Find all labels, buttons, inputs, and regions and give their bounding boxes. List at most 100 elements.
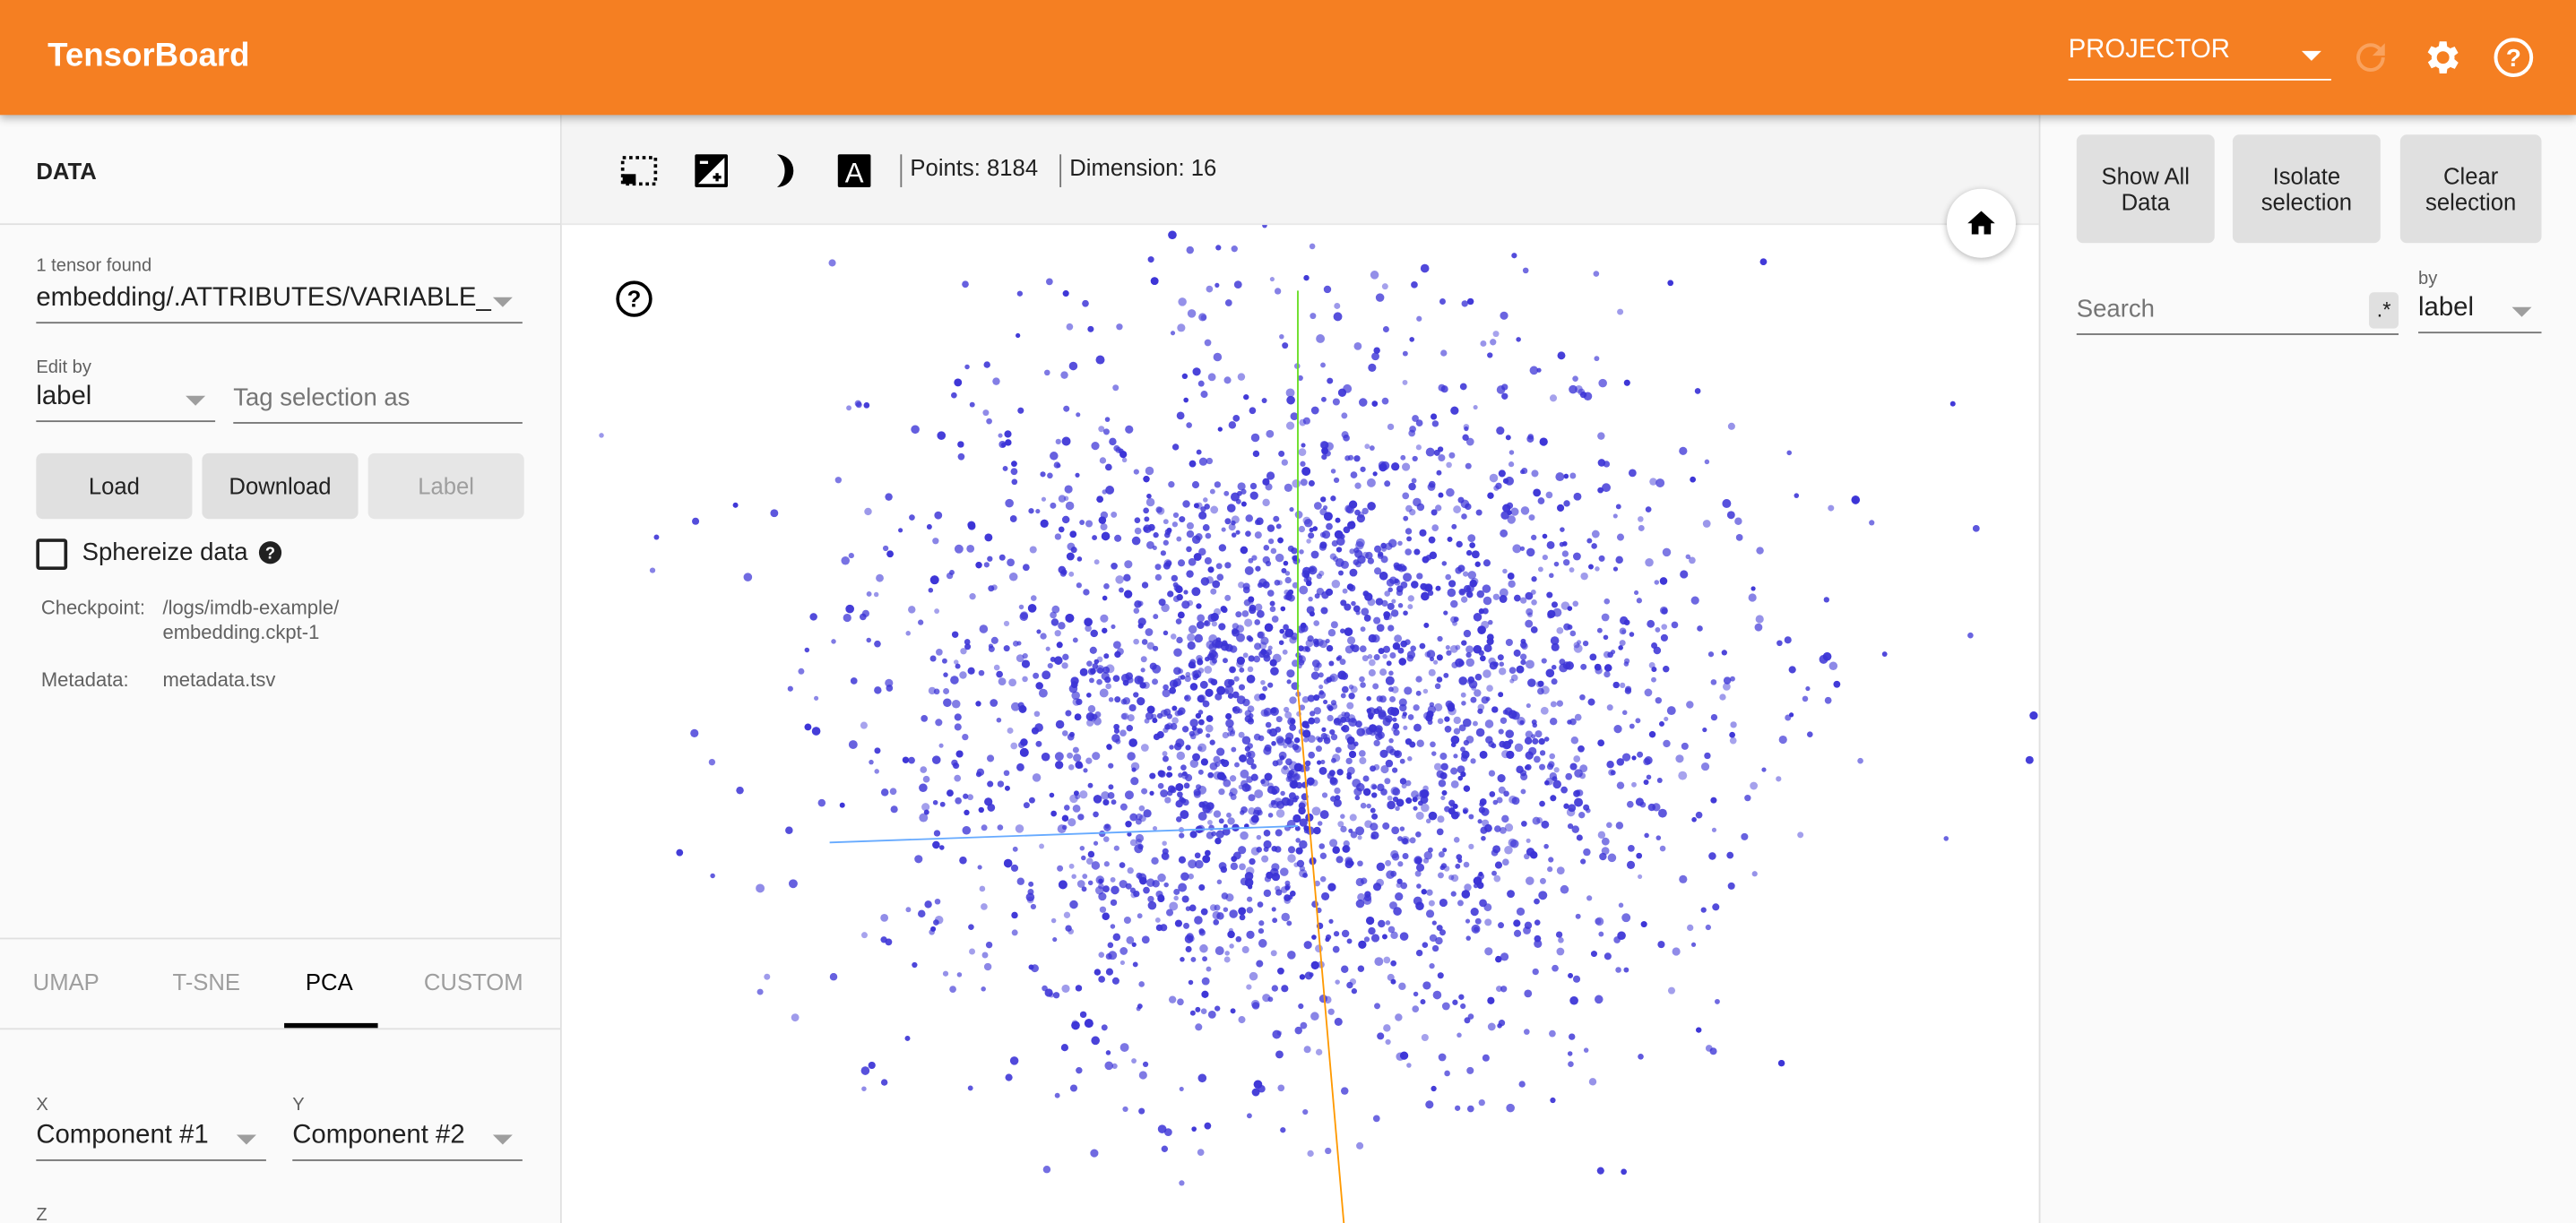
data-point[interactable] (1127, 714, 1135, 722)
data-point[interactable] (1286, 772, 1293, 779)
data-point[interactable] (1460, 754, 1468, 762)
data-point[interactable] (649, 567, 656, 573)
data-point[interactable] (1662, 547, 1672, 557)
data-point[interactable] (964, 643, 972, 650)
data-point[interactable] (1480, 655, 1486, 662)
data-point[interactable] (1730, 676, 1735, 682)
data-point[interactable] (1171, 574, 1179, 582)
data-point[interactable] (1123, 916, 1131, 925)
data-point[interactable] (1246, 675, 1256, 684)
data-point[interactable] (981, 824, 988, 831)
data-point[interactable] (1263, 840, 1272, 849)
data-point[interactable] (1470, 908, 1479, 917)
data-point[interactable] (1356, 514, 1365, 523)
data-point[interactable] (1468, 843, 1474, 849)
data-point[interactable] (1530, 590, 1536, 595)
data-point[interactable] (1271, 907, 1276, 912)
data-point[interactable] (1655, 626, 1661, 633)
data-point[interactable] (1250, 999, 1260, 1009)
data-point[interactable] (1229, 909, 1238, 918)
data-point[interactable] (1461, 300, 1468, 307)
data-point[interactable] (1085, 624, 1092, 633)
data-point[interactable] (1225, 719, 1234, 728)
data-point[interactable] (1175, 816, 1182, 823)
data-point[interactable] (1263, 829, 1271, 837)
data-point[interactable] (1215, 946, 1224, 956)
data-point[interactable] (1180, 872, 1189, 881)
data-point[interactable] (1279, 628, 1284, 634)
data-point[interactable] (1223, 823, 1228, 829)
tab-pca[interactable]: PCA (305, 969, 353, 995)
data-point[interactable] (1487, 492, 1494, 499)
data-point[interactable] (1113, 723, 1119, 730)
data-point[interactable] (1561, 550, 1569, 557)
data-point[interactable] (1191, 535, 1201, 545)
data-point[interactable] (1453, 716, 1461, 725)
data-point[interactable] (1155, 924, 1163, 932)
data-point[interactable] (1786, 450, 1792, 456)
data-point[interactable] (1527, 678, 1536, 687)
data-point[interactable] (1050, 810, 1057, 817)
data-point[interactable] (1446, 650, 1452, 656)
data-point[interactable] (1163, 519, 1169, 525)
data-point[interactable] (1156, 731, 1164, 739)
data-point[interactable] (1431, 524, 1439, 531)
data-point[interactable] (1504, 845, 1513, 855)
data-point[interactable] (1275, 809, 1285, 818)
data-point[interactable] (1756, 547, 1764, 555)
data-point[interactable] (1162, 848, 1169, 855)
data-point[interactable] (1223, 907, 1229, 912)
data-point[interactable] (831, 639, 836, 644)
data-point[interactable] (1079, 790, 1088, 799)
data-point[interactable] (1087, 850, 1095, 858)
data-point[interactable] (1333, 931, 1340, 937)
data-point[interactable] (1272, 760, 1279, 767)
data-point[interactable] (1465, 651, 1472, 659)
data-point[interactable] (1028, 797, 1035, 804)
data-point[interactable] (1121, 457, 1128, 463)
data-point[interactable] (1426, 889, 1433, 896)
data-point[interactable] (1350, 471, 1358, 478)
data-point[interactable] (1405, 779, 1412, 787)
data-point[interactable] (1529, 366, 1539, 375)
data-point[interactable] (1274, 288, 1282, 295)
data-point[interactable] (936, 648, 943, 656)
data-point[interactable] (1090, 667, 1096, 675)
data-point[interactable] (1301, 570, 1310, 578)
data-point[interactable] (1620, 616, 1629, 625)
data-point[interactable] (1104, 1061, 1113, 1071)
data-point[interactable] (1231, 492, 1240, 502)
data-point[interactable] (1085, 520, 1094, 528)
data-point[interactable] (1298, 806, 1306, 815)
data-point[interactable] (1163, 684, 1169, 691)
data-point[interactable] (1295, 847, 1303, 855)
data-point[interactable] (1368, 724, 1378, 733)
data-point[interactable] (1647, 803, 1656, 812)
data-point[interactable] (1226, 504, 1236, 512)
data-point[interactable] (1179, 516, 1186, 523)
data-point[interactable] (1133, 469, 1139, 475)
data-point[interactable] (1362, 775, 1370, 782)
data-point[interactable] (1412, 797, 1418, 803)
data-point[interactable] (1384, 480, 1391, 487)
data-point[interactable] (1230, 862, 1239, 871)
data-point[interactable] (1010, 742, 1018, 750)
data-point[interactable] (1428, 668, 1436, 676)
data-point[interactable] (1697, 625, 1703, 632)
data-point[interactable] (1075, 985, 1083, 992)
data-point[interactable] (1258, 735, 1265, 742)
data-point[interactable] (979, 624, 989, 633)
data-point[interactable] (1750, 586, 1756, 591)
data-point[interactable] (1778, 735, 1787, 745)
data-point[interactable] (1028, 881, 1034, 887)
data-point[interactable] (979, 885, 986, 892)
data-point[interactable] (1299, 585, 1309, 595)
data-point[interactable] (1326, 644, 1334, 652)
data-point[interactable] (1651, 676, 1656, 683)
data-point[interactable] (1340, 628, 1345, 633)
data-point[interactable] (1126, 725, 1133, 732)
data-point[interactable] (1232, 691, 1240, 699)
data-point[interactable] (1710, 713, 1718, 721)
data-point[interactable] (1857, 757, 1863, 764)
data-point[interactable] (1284, 576, 1292, 584)
